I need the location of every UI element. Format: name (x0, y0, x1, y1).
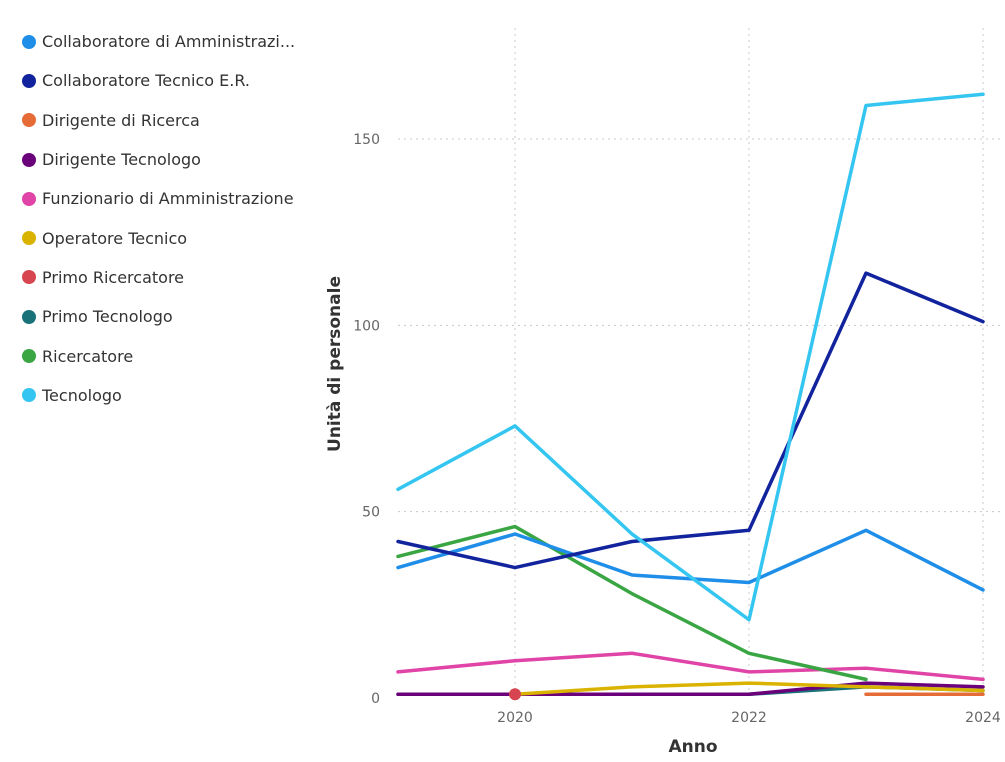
y-axis-title: Unità di personale (325, 276, 345, 452)
chart-legend: Collaboratore di Amministrazi... Collabor… (22, 22, 322, 415)
y-tick-label: 100 (353, 318, 380, 334)
legend-marker (22, 191, 36, 206)
legend-marker (22, 270, 36, 285)
series-line (396, 271, 985, 570)
y-axis: 0 50 100 150 (353, 132, 380, 707)
series-lines (396, 92, 985, 697)
legend-marker (22, 231, 36, 246)
y-tick-label: 0 (371, 691, 380, 707)
legend-marker (22, 349, 36, 364)
series-line (396, 92, 985, 622)
x-axis-title: Anno (668, 737, 717, 757)
legend-item[interactable]: Primo Ricercatore (22, 258, 322, 297)
legend-item[interactable]: Collaboratore di Amministrazi... (22, 22, 322, 61)
series-line (513, 681, 985, 697)
x-axis: 2020 2022 2024 (497, 710, 1001, 726)
series-markers (509, 688, 521, 701)
series-line (396, 651, 985, 682)
legend-marker (22, 34, 36, 49)
legend-marker (22, 388, 36, 403)
legend-item[interactable]: Tecnologo (22, 376, 322, 415)
legend-item[interactable]: Dirigente Tecnologo (22, 140, 322, 179)
legend-marker (22, 309, 36, 324)
legend-item[interactable]: Collaboratore Tecnico E.R. (22, 61, 322, 100)
series-point (509, 688, 521, 701)
legend-marker (22, 73, 36, 88)
legend-item[interactable]: Operatore Tecnico (22, 218, 322, 257)
grid (398, 28, 1003, 698)
legend-item[interactable]: Primo Tecnologo (22, 297, 322, 336)
y-tick-label: 50 (362, 505, 380, 521)
series-line (396, 681, 985, 697)
legend-item[interactable]: Ricercatore (22, 336, 322, 375)
y-tick-label: 150 (353, 132, 380, 148)
legend-item[interactable]: Dirigente di Ricerca (22, 101, 322, 140)
legend-item[interactable]: Funzionario di Amministrazione (22, 179, 322, 218)
series-line (396, 524, 868, 682)
x-tick-label: 2024 (965, 710, 1001, 726)
x-tick-label: 2020 (497, 710, 533, 726)
x-tick-label: 2022 (731, 710, 767, 726)
legend-marker (22, 152, 36, 167)
legend-marker (22, 113, 36, 128)
